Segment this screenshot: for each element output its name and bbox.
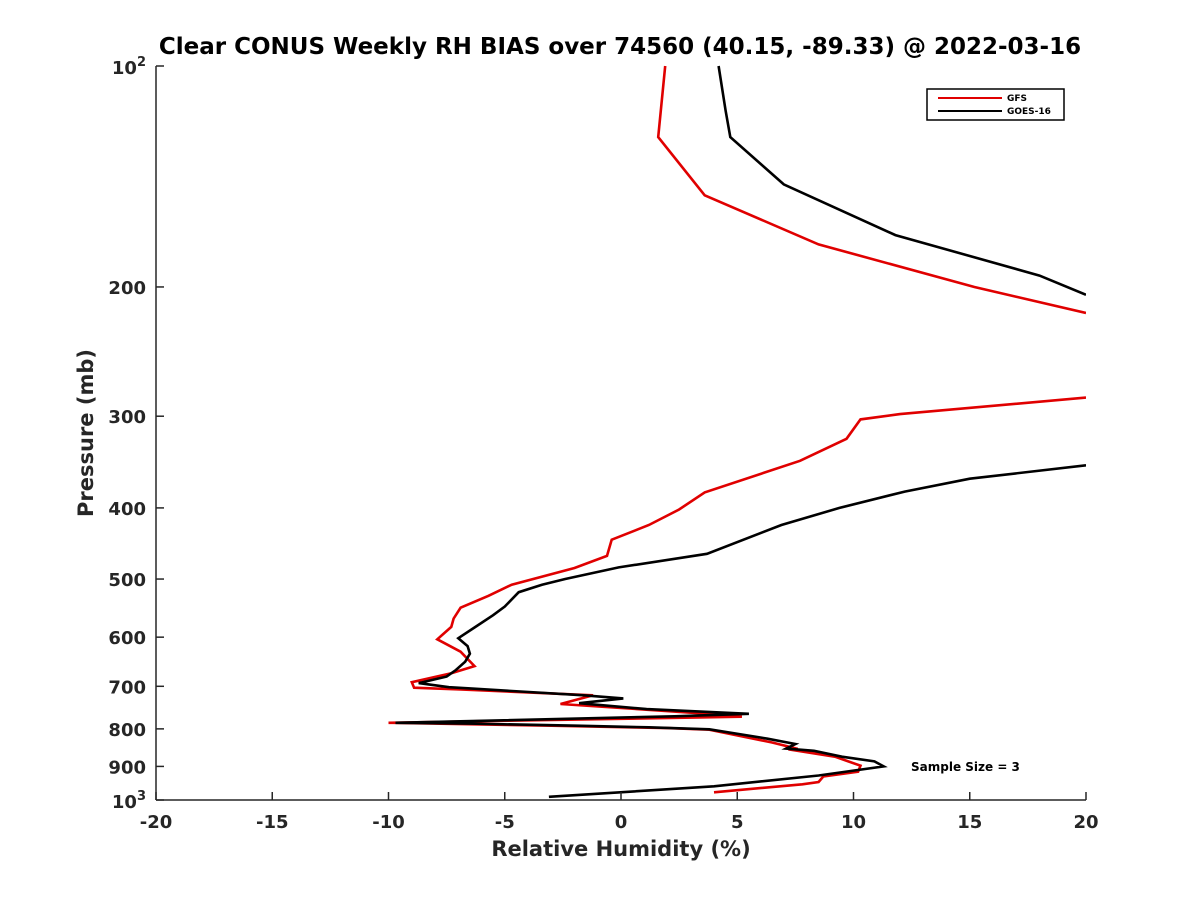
y-tick-label: 600: [108, 628, 146, 649]
x-tick-label: -20: [140, 812, 173, 833]
y-tick-label: 700: [108, 677, 146, 698]
y-tick-label: 300: [108, 407, 146, 428]
legend-box: [926, 88, 1065, 121]
y-axis-label: Pressure (mb): [74, 349, 98, 517]
x-tick-label: -15: [256, 812, 289, 833]
y-tick-label: 500: [108, 570, 146, 591]
y-tick-label: 800: [108, 720, 146, 741]
x-tick-label: 0: [615, 812, 628, 833]
x-tick-label: -5: [495, 812, 515, 833]
plot-area: -20 -15 -10 -5 0 5 10 15 20 102 200 300 400 500 600 70…: [108, 55, 1098, 833]
series-layer: [388, 65, 1086, 799]
series-line-goes16: [395, 65, 1086, 799]
sample-size-annotation: Sample Size = 3: [911, 760, 1020, 774]
x-tick-label: -10: [372, 812, 405, 833]
y-ticks: 102 200 300 400 500 600 700 800 900 103: [108, 55, 164, 813]
x-tick-label: 5: [731, 812, 744, 833]
legend: GFS GOES-16: [926, 88, 1065, 121]
y-tick-label: 900: [108, 757, 146, 778]
chart-title: Clear CONUS Weekly RH BIAS over 74560 (4…: [159, 34, 1081, 60]
x-axis-label: Relative Humidity (%): [491, 837, 750, 861]
x-tick-label: 15: [957, 812, 982, 833]
y-tick-label: 200: [108, 278, 146, 299]
legend-label-gfs: GFS: [1007, 94, 1027, 104]
y-tick-label: 102: [112, 55, 146, 79]
x-tick-label: 20: [1073, 812, 1098, 833]
y-tick-label: 103: [112, 789, 146, 813]
legend-label-goes16: GOES-16: [1007, 107, 1051, 117]
y-tick-label: 400: [108, 499, 146, 520]
x-ticks: -20 -15 -10 -5 0 5 10 15 20: [140, 792, 1099, 833]
x-tick-label: 10: [841, 812, 866, 833]
